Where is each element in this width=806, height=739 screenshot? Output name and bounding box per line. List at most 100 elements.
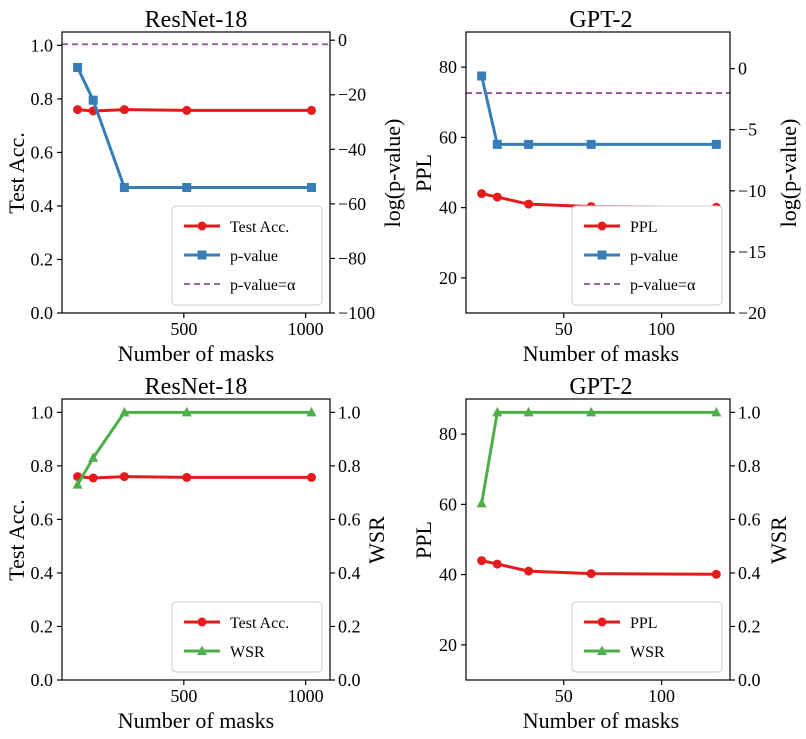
data-point [73, 62, 83, 72]
y-tick-label: 0.8 [31, 89, 54, 109]
y-tick-label: 0.6 [31, 509, 54, 529]
legend-marker [197, 250, 207, 260]
series-line [77, 475, 312, 480]
plot-area: 50 100 20 40 60 80 0.0 0.2 0.4 0.6 0.8 1.0 PPL WSR [439, 398, 761, 706]
panel-title: GPT-2 [569, 7, 632, 33]
data-point [524, 566, 534, 576]
legend-label: WSR [230, 644, 265, 661]
y-axis-label: Test Acc. [4, 499, 29, 581]
data-point [119, 183, 129, 193]
x-axis-label: Number of masks [523, 708, 679, 733]
legend: Test Acc. WSR [171, 601, 323, 673]
y-tick-label: 0.8 [31, 456, 54, 476]
data-point [88, 452, 99, 462]
y-tick-label: 0.2 [31, 616, 54, 636]
series-line [480, 410, 717, 504]
y-right-tick-label: −40 [338, 139, 366, 159]
y-right-tick-label: 0 [738, 59, 747, 79]
legend-label: p-value=α [230, 277, 296, 294]
legend-marker [597, 250, 607, 260]
legend-item: Test Acc. [184, 615, 289, 632]
legend: PPL WSR [571, 601, 723, 673]
y-right-tick-label: 0.6 [338, 509, 361, 529]
data-point [586, 569, 596, 579]
y-right-tick-label: 0.4 [338, 563, 361, 583]
series-line [481, 192, 717, 209]
y-axis-label-right: WSR [364, 516, 389, 564]
legend: PPL p-value p-value=α [571, 205, 723, 306]
y-tick-label: 20 [439, 635, 457, 655]
legend-box [571, 601, 723, 673]
data-point [524, 199, 534, 209]
y-right-tick-label: 0.4 [738, 563, 761, 583]
y-right-tick-label: −80 [338, 248, 366, 268]
legend-marker [597, 645, 607, 655]
legend-marker [597, 221, 607, 231]
y-right-tick-label: −60 [338, 194, 366, 214]
data-point [119, 406, 130, 417]
y-tick-label: 0.0 [31, 303, 54, 323]
panel-title: ResNet-18 [145, 374, 248, 400]
y-right-tick-label: 1.0 [738, 402, 761, 422]
data-point [476, 497, 487, 508]
data-point [492, 192, 502, 202]
data-point [711, 406, 722, 417]
legend-label: PPL [630, 615, 658, 632]
x-tick-label: 100 [648, 319, 675, 339]
data-point [492, 406, 503, 417]
data-point [119, 472, 129, 482]
y-axis-label-right: WSR [766, 516, 791, 564]
y-tick-label: 0.6 [31, 142, 54, 162]
chart-panel-gpt2-pvalue: GPT-2 Number of masks PPL log(p-value) 5… [411, 7, 801, 366]
legend-marker [197, 221, 207, 231]
y-right-tick-label: 1.0 [338, 402, 361, 422]
legend-marker [197, 645, 207, 655]
y-right-tick-label: −15 [738, 242, 766, 262]
data-point [73, 105, 83, 115]
x-tick-label: 500 [170, 319, 197, 339]
data-point [306, 472, 316, 482]
legend-item: WSR [584, 644, 665, 661]
legend: Test Acc. p-value p-value=α [171, 205, 323, 306]
data-point [88, 95, 98, 105]
legend-label: p-value [630, 248, 678, 265]
data-point [181, 406, 192, 417]
legend-item: p-value=α [184, 277, 296, 294]
y-axis-label: PPL [411, 154, 436, 192]
data-point [492, 559, 502, 569]
x-tick-label: 1000 [288, 319, 324, 339]
data-point [306, 406, 317, 417]
y-right-tick-label: 0.0 [738, 670, 761, 690]
series-line [481, 559, 717, 576]
legend-label: Test Acc. [230, 219, 289, 236]
y-tick-label: 0.4 [31, 196, 54, 216]
y-tick-label: 1.0 [31, 35, 54, 55]
data-point [182, 105, 192, 115]
data-point [306, 183, 316, 193]
legend-marker [197, 617, 207, 627]
legend-box [171, 205, 323, 306]
y-tick-label: 40 [439, 565, 457, 585]
x-tick-label: 1000 [288, 686, 324, 706]
y-tick-label: 0.4 [31, 563, 54, 583]
x-tick-label: 50 [555, 319, 573, 339]
data-point [88, 473, 98, 483]
y-tick-label: 80 [439, 57, 457, 77]
legend-item: Test Acc. [184, 219, 289, 236]
plot-frame [465, 398, 731, 681]
x-axis-label: Number of masks [118, 708, 274, 733]
x-tick-label: 500 [170, 686, 197, 706]
y-axis-label-right: log(p-value) [380, 119, 405, 228]
y-right-tick-label: −20 [338, 85, 366, 105]
y-right-tick-label: −20 [738, 303, 766, 323]
y-right-tick-label: 0.8 [338, 456, 361, 476]
data-point [492, 139, 502, 149]
y-tick-label: 60 [439, 127, 457, 147]
data-point [182, 472, 192, 482]
chart-panel-resnet18-wsr: ResNet-18 Number of masks Test Acc. WSR … [4, 374, 389, 733]
legend-label: WSR [630, 644, 665, 661]
data-point [306, 105, 316, 115]
legend-item: p-value [184, 248, 278, 265]
y-tick-label: 80 [439, 424, 457, 444]
x-axis-label: Number of masks [523, 341, 679, 366]
